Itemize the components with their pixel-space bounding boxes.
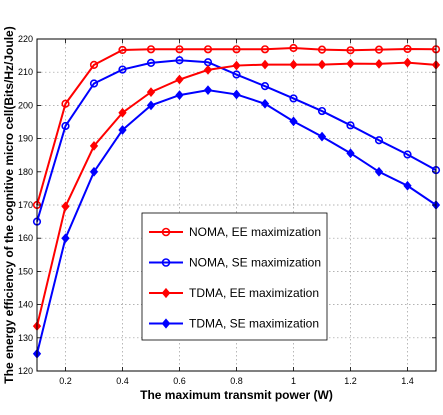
legend-label: TDMA, EE maximization bbox=[189, 286, 319, 300]
x-tick-label: 0.4 bbox=[116, 376, 129, 386]
legend: NOMA, EE maximization NOMA, SE maximizati… bbox=[141, 212, 328, 341]
data-point bbox=[232, 45, 241, 54]
data-point bbox=[61, 201, 70, 212]
legend-label: NOMA, SE maximization bbox=[189, 256, 321, 270]
data-point bbox=[346, 121, 355, 130]
data-point bbox=[260, 98, 270, 109]
data-point bbox=[289, 94, 298, 103]
data-point bbox=[232, 70, 241, 79]
data-point bbox=[118, 45, 127, 55]
series-3 bbox=[32, 85, 441, 359]
data-point bbox=[146, 100, 156, 111]
data-point bbox=[317, 131, 327, 142]
y-tick-label: 220 bbox=[18, 34, 33, 44]
data-point bbox=[374, 136, 384, 145]
data-point bbox=[89, 166, 99, 177]
y-tick-label: 170 bbox=[18, 200, 33, 210]
data-point bbox=[374, 45, 384, 54]
data-point bbox=[61, 233, 70, 244]
data-point bbox=[374, 59, 384, 69]
x-tick-label: 0.2 bbox=[59, 376, 72, 386]
data-point bbox=[317, 45, 327, 54]
y-tick-label: 160 bbox=[18, 233, 33, 243]
series-1 bbox=[32, 56, 441, 226]
data-point bbox=[374, 166, 384, 177]
data-point bbox=[146, 58, 156, 68]
y-tick-label: 150 bbox=[18, 266, 33, 276]
data-point bbox=[403, 180, 412, 191]
data-point bbox=[118, 125, 127, 135]
data-point bbox=[118, 107, 127, 118]
series-line bbox=[36, 46, 437, 206]
x-axis-title: The maximum transmit power (W) bbox=[140, 388, 333, 402]
legend-label: NOMA, EE maximization bbox=[189, 225, 321, 239]
x-tick-label: 1.4 bbox=[401, 376, 414, 386]
legend-label: TDMA, SE maximization bbox=[189, 317, 319, 331]
data-point bbox=[403, 44, 412, 54]
data-point bbox=[146, 87, 156, 97]
data-point bbox=[403, 57, 412, 68]
legend-swatch-marker bbox=[161, 287, 171, 299]
y-tick-label: 140 bbox=[18, 300, 33, 310]
data-point bbox=[175, 45, 184, 54]
data-point bbox=[232, 89, 241, 100]
legend-item: NOMA, SE maximization bbox=[149, 256, 321, 270]
legend-item: TDMA, EE maximization bbox=[149, 286, 319, 300]
data-point bbox=[346, 58, 355, 69]
data-point bbox=[89, 60, 99, 69]
x-tick-label: 1 bbox=[291, 376, 296, 386]
data-point bbox=[260, 45, 270, 54]
y-tick-label: 200 bbox=[18, 100, 33, 110]
data-point bbox=[61, 121, 70, 131]
legend-swatch-marker bbox=[161, 227, 171, 237]
data-point bbox=[175, 74, 184, 85]
data-point bbox=[403, 150, 412, 159]
data-point bbox=[89, 141, 99, 151]
data-point bbox=[346, 148, 355, 159]
y-tick-label: 210 bbox=[18, 67, 33, 77]
data-point bbox=[289, 116, 298, 127]
x-tick-label: 0.8 bbox=[230, 376, 243, 386]
data-point bbox=[289, 43, 298, 53]
series-0 bbox=[32, 43, 441, 210]
data-point bbox=[232, 60, 241, 71]
y-tick-label: 190 bbox=[18, 134, 33, 144]
y-tick-label: 180 bbox=[18, 167, 33, 177]
x-tick-label: 0.6 bbox=[173, 376, 186, 386]
data-point bbox=[118, 65, 127, 74]
series-layer bbox=[32, 43, 441, 359]
x-tick-label: 1.2 bbox=[344, 376, 357, 386]
legend-box bbox=[141, 212, 328, 341]
data-point bbox=[289, 59, 298, 70]
ticks: 0.2 0.4 0.6 0.8 1 1.2 1.4 120 130 140 150 160 170 180… bbox=[18, 34, 436, 386]
y-axis-title: The energy efficiency of the cognitive m… bbox=[2, 26, 16, 383]
data-point bbox=[260, 82, 270, 91]
series-line bbox=[36, 59, 437, 222]
legend-item: NOMA, EE maximization bbox=[149, 225, 321, 239]
legend-swatch-marker bbox=[161, 318, 171, 329]
data-point bbox=[146, 45, 156, 54]
data-point bbox=[317, 106, 327, 116]
data-point bbox=[61, 99, 70, 108]
data-point bbox=[346, 46, 355, 55]
data-point bbox=[175, 56, 184, 65]
data-point bbox=[203, 65, 213, 75]
data-point bbox=[317, 59, 327, 70]
data-point bbox=[260, 59, 270, 70]
data-point bbox=[89, 79, 99, 88]
y-tick-label: 120 bbox=[18, 366, 33, 376]
data-point bbox=[175, 90, 184, 100]
data-point bbox=[203, 85, 213, 96]
legend-swatch-marker bbox=[161, 258, 171, 267]
legend-item: TDMA, SE maximization bbox=[149, 317, 319, 331]
data-point bbox=[203, 45, 213, 54]
y-tick-label: 130 bbox=[18, 333, 33, 343]
